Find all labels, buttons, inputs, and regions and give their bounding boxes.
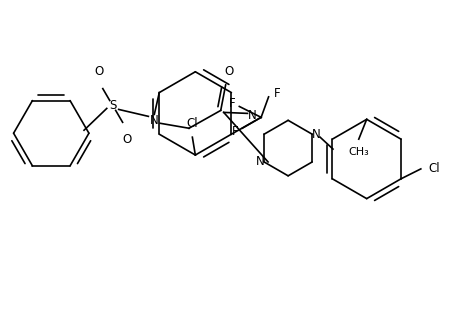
Text: O: O — [224, 65, 233, 78]
Text: N: N — [248, 109, 257, 122]
Text: N: N — [256, 155, 265, 168]
Text: N: N — [150, 114, 159, 127]
Text: O: O — [122, 133, 131, 146]
Text: Cl: Cl — [429, 162, 440, 176]
Text: F: F — [232, 125, 238, 138]
Text: S: S — [109, 99, 116, 112]
Text: N: N — [312, 128, 321, 141]
Text: CH₃: CH₃ — [349, 147, 369, 157]
Text: F: F — [274, 87, 280, 100]
Text: O: O — [94, 65, 103, 78]
Text: F: F — [229, 97, 235, 110]
Text: Cl: Cl — [186, 117, 198, 130]
